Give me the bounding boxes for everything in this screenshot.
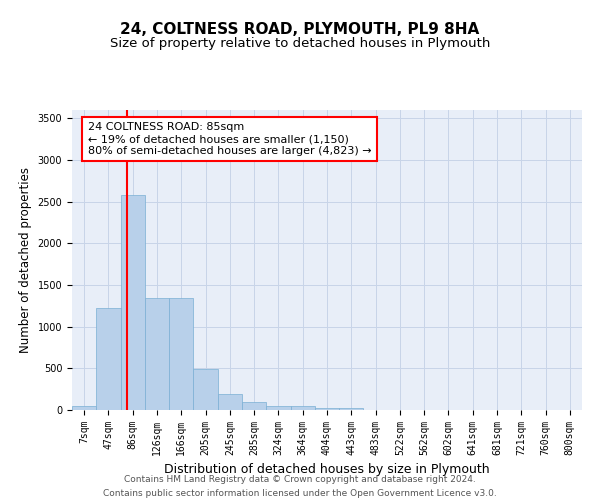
Bar bbox=[72, 406, 96, 410]
Bar bbox=[339, 408, 364, 410]
Bar bbox=[266, 406, 290, 410]
Bar bbox=[242, 402, 266, 410]
Bar bbox=[169, 298, 193, 410]
Bar bbox=[315, 408, 339, 410]
Bar bbox=[218, 394, 242, 410]
Y-axis label: Number of detached properties: Number of detached properties bbox=[19, 167, 32, 353]
Bar bbox=[96, 308, 121, 410]
Bar bbox=[121, 195, 145, 410]
Text: Contains HM Land Registry data © Crown copyright and database right 2024.
Contai: Contains HM Land Registry data © Crown c… bbox=[103, 476, 497, 498]
Bar bbox=[290, 406, 315, 410]
Bar bbox=[145, 298, 169, 410]
Text: 24, COLTNESS ROAD, PLYMOUTH, PL9 8HA: 24, COLTNESS ROAD, PLYMOUTH, PL9 8HA bbox=[121, 22, 479, 38]
Text: Size of property relative to detached houses in Plymouth: Size of property relative to detached ho… bbox=[110, 38, 490, 51]
X-axis label: Distribution of detached houses by size in Plymouth: Distribution of detached houses by size … bbox=[164, 464, 490, 476]
Bar bbox=[193, 369, 218, 410]
Text: 24 COLTNESS ROAD: 85sqm
← 19% of detached houses are smaller (1,150)
80% of semi: 24 COLTNESS ROAD: 85sqm ← 19% of detache… bbox=[88, 122, 371, 156]
